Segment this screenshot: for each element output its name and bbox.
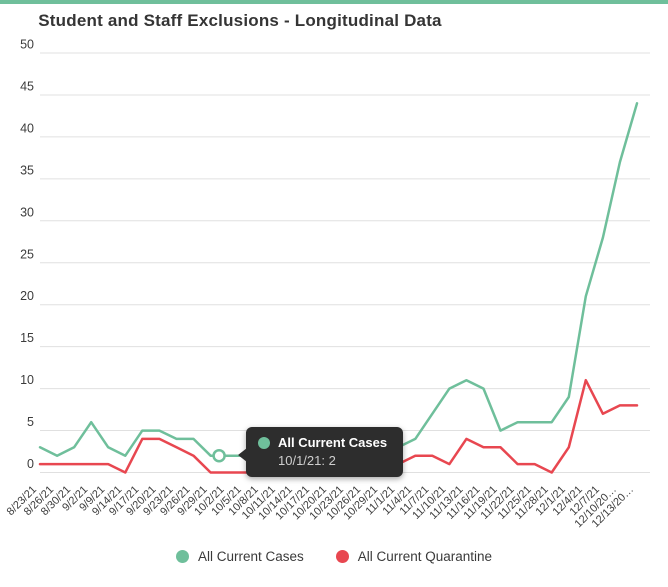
y-axis-label: 5 [27,415,34,429]
legend-item-cases: All Current Cases [175,549,304,564]
y-axis-label: 50 [20,38,34,52]
legend: All Current Cases All Current Quarantine [0,549,668,564]
legend-dot-quarantine-icon [335,550,349,563]
legend-label-quarantine: All Current Quarantine [357,549,493,564]
tooltip-value: 10/1/21: 2 [278,453,336,468]
legend-label-cases: All Current Cases [197,549,304,564]
card-accent-bar [0,0,668,4]
tooltip-series-dot-icon [258,436,270,449]
y-axis-label: 25 [20,247,34,261]
highlighted-point-marker[interactable] [212,448,226,463]
y-axis-label: 10 [20,373,34,387]
y-axis-label: 0 [27,457,34,471]
y-axis-label: 15 [20,331,34,345]
y-axis-label: 30 [20,205,34,219]
tooltip: All Current Cases 10/1/21: 2 [238,427,404,477]
series-line-cases[interactable] [38,102,639,466]
y-axis-label: 45 [20,79,34,93]
y-axis-label: 20 [20,289,34,303]
legend-item-quarantine: All Current Quarantine [335,549,493,564]
legend-dot-cases-icon [175,550,189,563]
tooltip-pointer-icon [238,448,247,462]
y-axis-label: 35 [20,163,34,177]
chart-title: Student and Staff Exclusions - Longitudi… [38,11,442,30]
y-axis-label: 40 [20,121,34,135]
tooltip-series-name: All Current Cases [278,435,388,450]
